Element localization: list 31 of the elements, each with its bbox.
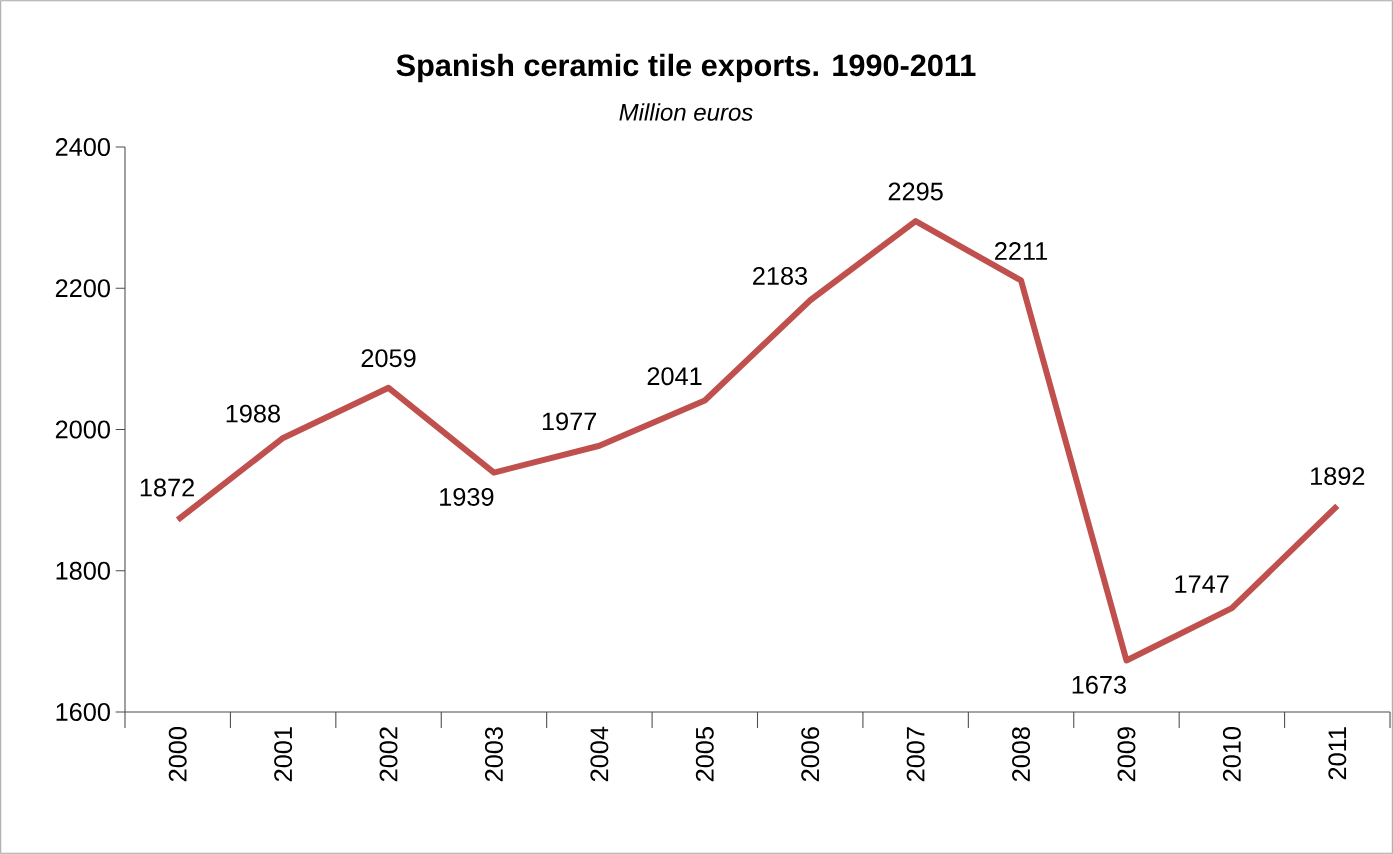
data-label: 2295 [888,182,943,201]
x-tick-label: 2003 [484,727,503,782]
y-tick-label: 2000 [55,420,110,439]
data-label: 1673 [1072,675,1126,694]
chart-title: Spanish ceramic tile exports. 1990-2011 [396,53,976,83]
data-label: 1872 [140,478,194,497]
data-label: 2059 [361,349,416,368]
x-tick-label: 2006 [801,727,820,782]
x-tick-label: 2005 [695,727,714,782]
x-tick-label: 2001 [274,727,293,782]
x-tick-label: 2010 [1222,727,1241,782]
data-label: 1939 [440,487,494,506]
x-tick-label: 2011 [1328,727,1347,780]
y-tick-label: 2400 [55,138,110,156]
x-tick-label: 2009 [1117,727,1136,782]
x-tick-label: 2004 [590,726,609,782]
x-tick-label: 2000 [168,727,187,782]
x-tick-label: 2002 [379,727,398,782]
data-label: 1747 [1175,575,1229,593]
y-tick-label: 2200 [55,279,110,298]
x-tick-label: 2007 [906,727,925,782]
data-label: 1892 [1311,467,1365,486]
data-label: 1988 [226,404,280,423]
data-label: 2211 [995,242,1048,260]
x-tick-label: 2008 [1012,727,1031,782]
data-label: 1977 [542,412,597,431]
y-tick-label: 1800 [56,561,110,580]
data-label: 2183 [753,266,808,285]
data-label: 2041 [647,367,702,386]
chart-subtitle: Million euros [619,103,753,121]
y-tick-label: 1600 [56,703,110,721]
